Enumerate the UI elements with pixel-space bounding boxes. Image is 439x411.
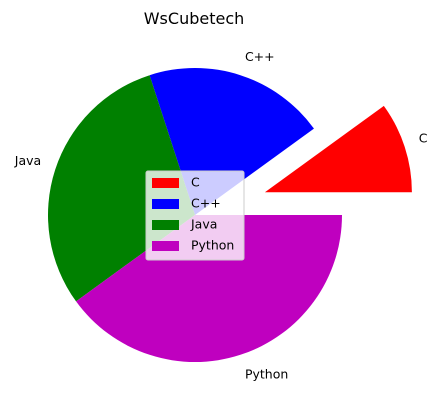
- pie-slice-c: [264, 105, 412, 193]
- legend-label-cplusplus: C++: [191, 196, 221, 211]
- chart-title: WsCubetech: [144, 9, 245, 28]
- slice-label-cplusplus: C++: [245, 49, 275, 64]
- legend-label-python: Python: [191, 238, 234, 253]
- legend-label-c: C: [191, 175, 200, 190]
- legend-items: C C++ Java Python: [152, 175, 234, 253]
- slice-label-c: C: [419, 130, 428, 145]
- slice-label-java: Java: [14, 153, 41, 168]
- pie-slice-java: [47, 75, 196, 302]
- legend-swatch-c: [152, 178, 179, 188]
- pie-slice-python: [76, 215, 343, 362]
- legend-swatch-java: [152, 220, 179, 230]
- legend-frame: [145, 170, 245, 261]
- chart-legend: C C++ Java Python: [145, 170, 245, 261]
- legend-swatch-cplusplus: [152, 199, 179, 209]
- legend-swatch-python: [152, 241, 179, 251]
- pie-labels: C C++ Java Python: [14, 49, 428, 381]
- slice-label-python: Python: [245, 366, 288, 381]
- legend-label-java: Java: [190, 217, 217, 232]
